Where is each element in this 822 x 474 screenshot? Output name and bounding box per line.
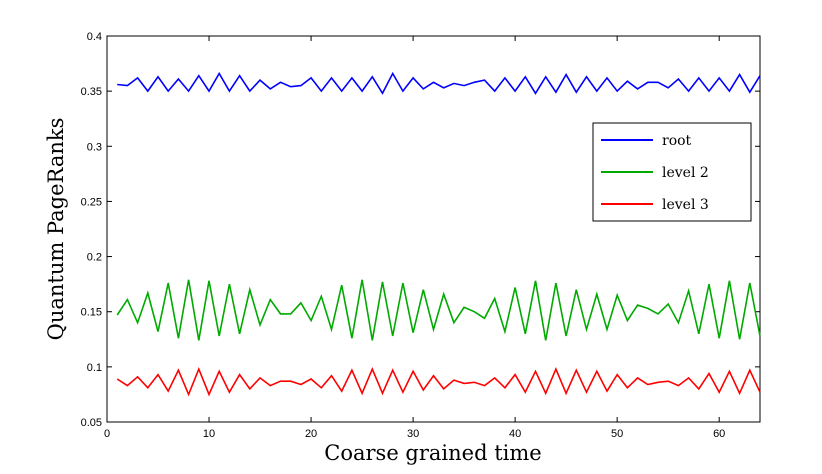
y-tick-label: 0.25 xyxy=(81,196,102,208)
legend-label-level-3: level 3 xyxy=(662,197,709,213)
series-group xyxy=(116,71,761,397)
legend: root level 2 level 3 xyxy=(592,122,752,222)
plot-area xyxy=(106,35,761,423)
y-tick-label: 0.4 xyxy=(87,31,102,43)
series-line-root xyxy=(117,71,761,95)
y-tick-label: 0.1 xyxy=(87,362,102,374)
y-tick-label: 0.35 xyxy=(81,86,102,98)
x-tick-label: 50 xyxy=(611,428,623,440)
y-tick-label: 0.2 xyxy=(87,252,102,264)
series-line-level-3 xyxy=(116,366,761,397)
tick-group: 0 10 20 30 40 50 60 0.05 0.1 0.15 0.2 0.25 0.3 0.35 0.… xyxy=(81,31,760,440)
series-line-level-2 xyxy=(116,279,761,341)
x-tick-label: 20 xyxy=(305,428,317,440)
legend-label-root: root xyxy=(662,133,692,149)
y-axis-title: Quantum PageRanks xyxy=(44,118,68,341)
y-tick-label: 0.3 xyxy=(87,141,102,153)
legend-label-level-2: level 2 xyxy=(662,165,709,181)
x-tick-label: 60 xyxy=(713,428,725,440)
x-tick-label: 30 xyxy=(407,428,419,440)
x-tick-label: 10 xyxy=(203,428,215,440)
y-tick-label: 0.15 xyxy=(81,307,102,319)
y-tick-label: 0.05 xyxy=(81,417,102,429)
x-axis-title: Coarse grained time xyxy=(324,441,541,465)
x-tick-label: 0 xyxy=(104,428,110,440)
x-tick-label: 40 xyxy=(509,428,521,440)
